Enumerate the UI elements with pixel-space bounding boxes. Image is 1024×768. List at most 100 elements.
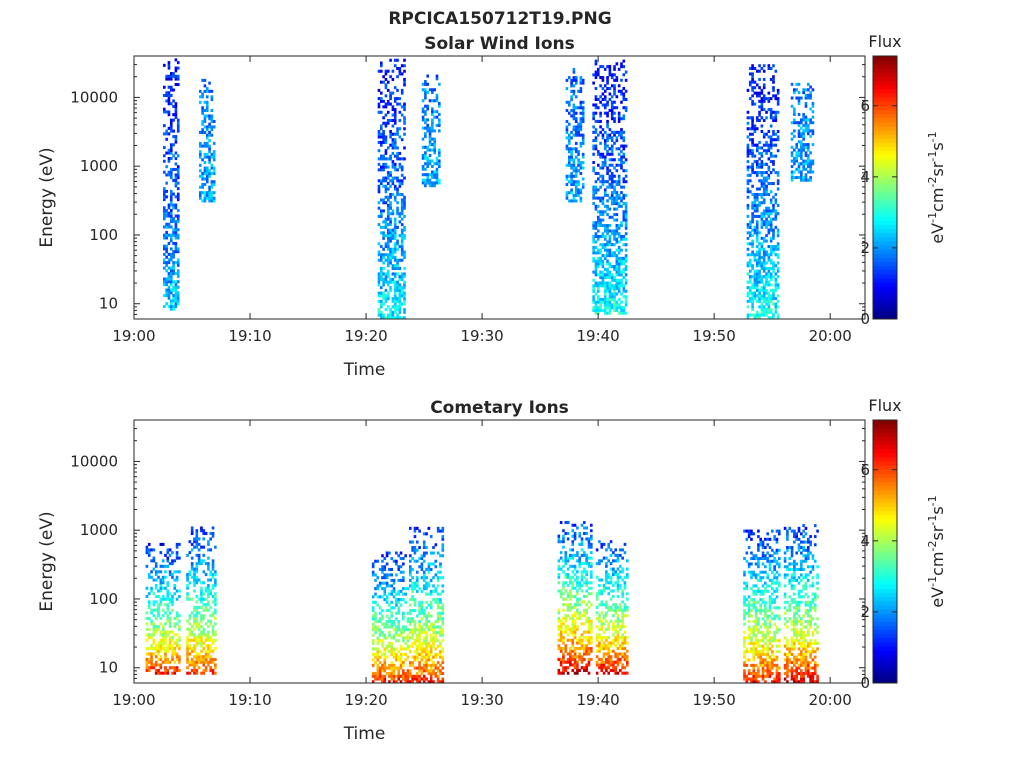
spectrogram-cell [164, 638, 167, 642]
spectrogram-cell [566, 627, 570, 631]
spectrogram-cell [429, 663, 433, 667]
spectrogram-cell [163, 146, 166, 150]
spectrogram-cell [175, 556, 179, 560]
spectrogram-cell [396, 154, 399, 158]
spectrogram-cell [154, 594, 158, 598]
spectrogram-cell [178, 627, 181, 631]
spectrogram-cell [382, 294, 385, 298]
spectrogram-cell [193, 608, 196, 612]
spectrogram-cell [395, 680, 398, 684]
spectrogram-cell [606, 139, 609, 143]
spectrogram-cell [386, 176, 390, 180]
spectrogram-cell [398, 184, 402, 188]
spectrogram-cell [400, 288, 404, 292]
spectrogram-cell [583, 594, 586, 598]
spectrogram-cell [418, 622, 421, 626]
spectrogram-cell [600, 666, 604, 670]
spectrogram-cell [613, 92, 616, 96]
spectrogram-cell [381, 567, 384, 571]
spectrogram-cell [615, 237, 619, 241]
spectrogram-cell [622, 210, 626, 214]
spectrogram-cell [169, 151, 173, 155]
spectrogram-cell [753, 294, 757, 298]
spectrogram-cell [174, 113, 178, 117]
spectrogram-cell [200, 644, 203, 648]
spectrogram-cell [415, 526, 419, 530]
spectrogram-cell [201, 199, 204, 203]
spectrogram-cell [200, 529, 203, 533]
spectrogram-cell [811, 132, 815, 136]
spectrogram-cell [620, 117, 623, 121]
x-tick-label: 19:40 [577, 327, 620, 345]
spectrogram-cell [608, 174, 612, 178]
spectrogram-cell [428, 88, 432, 92]
spectrogram-cell [429, 672, 433, 676]
spectrogram-cell [172, 88, 175, 92]
spectrogram-cell [758, 247, 761, 251]
spectrogram-cell [441, 658, 445, 662]
spectrogram-cell [422, 540, 426, 544]
spectrogram-cell [613, 199, 616, 203]
spectrogram-cell [169, 200, 173, 204]
colorbar-tick-label: 0 [860, 310, 870, 328]
spectrogram-cell [385, 576, 389, 580]
spectrogram-cell [755, 245, 759, 249]
spectrogram-cell [614, 603, 617, 607]
spectrogram-cell [609, 644, 613, 648]
spectrogram-cell [603, 147, 607, 151]
spectrogram-cell [418, 677, 421, 681]
spectrogram-cell [190, 649, 194, 653]
spectrogram-cell [795, 145, 798, 149]
spectrogram-cell [168, 611, 172, 615]
spectrogram-cell [376, 584, 380, 588]
spectrogram-cell [615, 308, 619, 312]
spectrogram-cell [606, 144, 609, 148]
spectrogram-cell [384, 299, 388, 303]
spectrogram-cell [169, 195, 173, 199]
spectrogram-cell [606, 229, 609, 233]
spectrogram-cell [607, 608, 611, 612]
spectrogram-cell [427, 584, 431, 588]
spectrogram-cell [620, 89, 623, 93]
spectrogram-cell [608, 182, 612, 186]
spectrogram-cell [427, 611, 431, 615]
spectrogram-cell [176, 285, 180, 289]
spectrogram-cell [402, 639, 405, 643]
spectrogram-cell [769, 201, 773, 205]
spectrogram-cell [606, 259, 609, 263]
spectrogram-cell [214, 592, 217, 596]
spectrogram-cell [605, 605, 608, 609]
spectrogram-cell [207, 600, 210, 604]
spectrogram-cell [583, 575, 586, 579]
spectrogram-cell [211, 641, 215, 645]
spectrogram-cell [384, 294, 388, 298]
spectrogram-cell [746, 149, 750, 153]
spectrogram-cell [195, 671, 199, 675]
spectrogram-cell [617, 270, 621, 274]
spectrogram-cell [595, 597, 599, 601]
spectrogram-cell [769, 247, 773, 251]
spectrogram-cell [400, 165, 404, 169]
spectrogram-cell [602, 584, 606, 588]
spectrogram-cell [203, 172, 207, 176]
spectrogram-cell [167, 252, 171, 256]
spectrogram-cell [214, 608, 217, 612]
spectrogram-cell [607, 649, 611, 653]
spectrogram-cell [202, 657, 206, 662]
spectrogram-cell [592, 117, 595, 121]
spectrogram-cell [760, 220, 764, 224]
spectrogram-cell [578, 636, 582, 640]
spectrogram-cell [418, 546, 421, 550]
spectrogram-cell [772, 162, 775, 166]
spectrogram-cell [172, 72, 175, 76]
spectrogram-cell [592, 193, 595, 197]
spectrogram-cell [613, 100, 616, 104]
spectrogram-cell [776, 179, 780, 183]
spectrogram-cell [150, 589, 153, 593]
spectrogram-cell [578, 641, 582, 645]
spectrogram-cell [195, 534, 199, 538]
spectrogram-cell [620, 65, 623, 69]
spectrogram-cell [378, 617, 382, 621]
spectrogram-cell [164, 597, 167, 601]
spectrogram-cell [772, 138, 775, 142]
